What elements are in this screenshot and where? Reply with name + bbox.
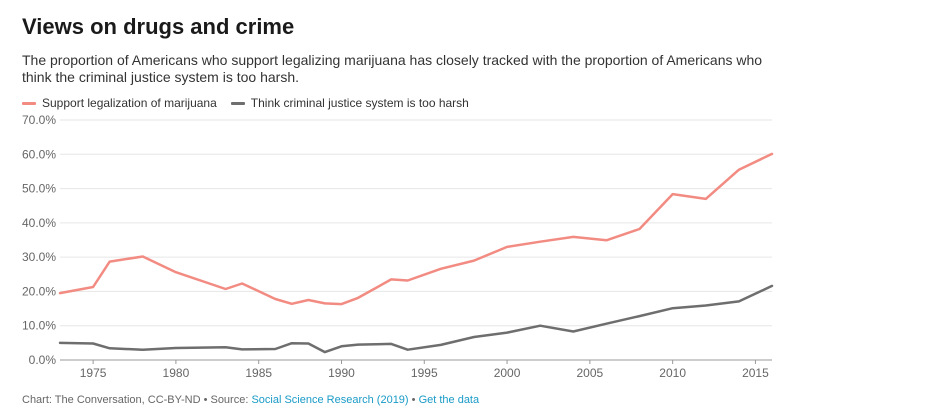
line-chart: 0.0%10.0%20.0%30.0%40.0%50.0%60.0%70.0% … [22,113,774,380]
footer-separator: • [408,394,419,406]
y-tick-label: 0.0% [29,353,57,367]
get-the-data-link[interactable]: Get the data [418,394,480,406]
x-tick-labels: 1975 1980 1985 1990 1995 2000 2005 2010 2015 [80,360,769,380]
series-line-harsh [58,284,774,354]
x-tick-label: 2015 [742,366,769,380]
y-tick-label: 70.0% [22,113,56,127]
legend-swatch-harsh [230,101,245,105]
x-tick-label: 1990 [328,366,355,380]
x-tick-label: 1995 [411,366,438,380]
grid-layer [60,119,772,361]
legend-swatch-marijuana [22,101,36,105]
footer-credit: Chart: The Conversation, CC-BY-ND • Sour… [22,394,252,406]
x-tick-label: 2000 [494,366,521,380]
legend: Support legalization of marijuana Think … [22,96,469,110]
x-tick-label: 2005 [577,366,604,380]
x-tick-label: 2010 [659,366,686,380]
chart-footer: Chart: The Conversation, CC-BY-ND • Sour… [22,394,479,406]
legend-label-harsh: Think criminal justice system is too har… [250,96,469,110]
y-tick-label: 30.0% [22,250,56,264]
y-tick-label: 50.0% [22,182,56,196]
source-link[interactable]: Social Science Research (2019) [251,394,409,406]
y-tick-label: 10.0% [22,319,56,333]
y-tick-label: 40.0% [22,216,56,230]
legend-label-marijuana: Support legalization of marijuana [42,96,217,110]
chart-title: Views on drugs and crime [22,14,295,39]
series-line-marijuana [58,152,774,306]
legend-item-marijuana: Support legalization of marijuana [22,96,217,110]
y-tick-labels: 0.0% 10.0% 20.0% 30.0% 40.0% 50.0% 60.0% 70.0% [22,113,56,367]
y-tick-label: 60.0% [22,147,56,161]
x-tick-label: 1985 [245,366,272,380]
y-tick-label: 20.0% [22,284,56,298]
chart-subtitle: The proportion of Americans who support … [22,52,763,85]
series-layer [58,152,774,354]
x-tick-label: 1980 [163,366,190,380]
x-tick-label: 1975 [80,366,107,380]
legend-item-harsh: Think criminal justice system is too har… [230,96,469,110]
